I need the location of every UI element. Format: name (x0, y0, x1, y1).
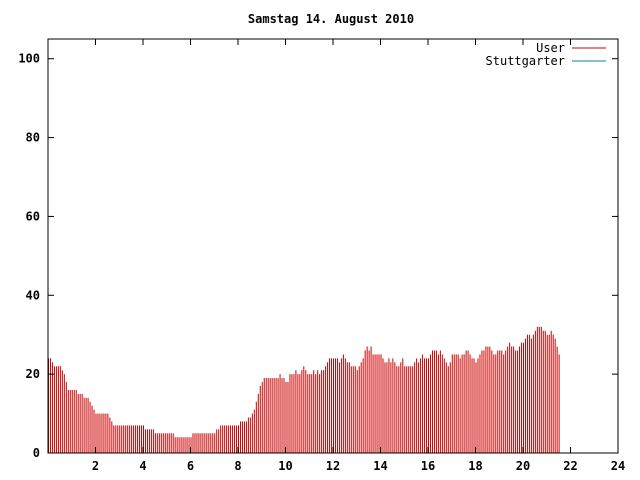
x-tick-label: 24 (611, 459, 625, 473)
y-tick-label: 100 (18, 52, 40, 66)
x-tick-label: 14 (373, 459, 387, 473)
x-tick-label: 18 (468, 459, 482, 473)
y-tick-label: 60 (26, 209, 40, 223)
y-tick-label: 0 (33, 446, 40, 460)
legend-label: User (536, 41, 565, 55)
x-tick-label: 16 (421, 459, 435, 473)
x-tick-label: 6 (187, 459, 194, 473)
x-tick-label: 20 (516, 459, 530, 473)
x-tick-label: 12 (326, 459, 340, 473)
y-tick-label: 20 (26, 367, 40, 381)
legend-label: Stuttgarter (486, 54, 565, 68)
y-tick-label: 80 (26, 131, 40, 145)
x-tick-label: 4 (139, 459, 146, 473)
x-tick-label: 22 (563, 459, 577, 473)
y-tick-label: 40 (26, 288, 40, 302)
bars-group (48, 326, 560, 453)
x-tick-label: 2 (92, 459, 99, 473)
x-tick-label: 8 (234, 459, 241, 473)
chart-title: Samstag 14. August 2010 (248, 12, 414, 26)
x-tick-label: 10 (278, 459, 292, 473)
